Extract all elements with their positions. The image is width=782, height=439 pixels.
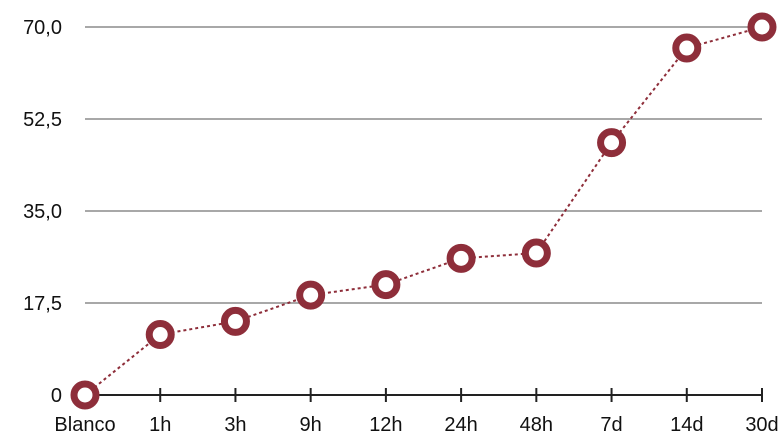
x-tick-label: 48h	[520, 414, 553, 434]
y-tick-label: 17,5	[23, 293, 62, 315]
data-point	[747, 12, 777, 42]
series-line	[84, 26, 763, 396]
y-tick-label: 70,0	[23, 17, 62, 39]
data-point	[70, 380, 100, 410]
data-point	[220, 306, 250, 336]
x-tick-label: 30d	[745, 414, 778, 434]
x-axis	[84, 388, 763, 402]
x-tick-labels: Blanco 1h 3h 9h 12h 24h 48h 7d 14d 30d	[54, 414, 778, 436]
x-tick-label: 1h	[149, 414, 171, 434]
data-point	[145, 320, 175, 350]
grid-lines	[85, 26, 762, 304]
x-tick-label: 7d	[600, 414, 622, 434]
y-tick-label: 35,0	[23, 201, 62, 223]
data-point	[371, 270, 401, 300]
data-point	[296, 280, 326, 310]
y-tick-label: 52,5	[23, 109, 62, 131]
series-line-group	[84, 26, 763, 396]
data-points	[70, 12, 777, 410]
y-tick-label: 0	[51, 385, 62, 407]
x-tick-label: 24h	[444, 414, 477, 434]
data-point	[446, 243, 476, 273]
x-tick-label: Blanco	[54, 414, 115, 434]
data-point	[521, 238, 551, 268]
x-tick-label: 14d	[670, 414, 703, 434]
data-point	[597, 128, 627, 158]
x-tick-label: 9h	[300, 414, 322, 434]
y-tick-labels: 0 17,5 35,0 52,5 70,0	[23, 17, 62, 407]
x-tick-label: 3h	[224, 414, 246, 434]
x-tick-label: 12h	[369, 414, 402, 434]
data-point	[672, 33, 702, 63]
